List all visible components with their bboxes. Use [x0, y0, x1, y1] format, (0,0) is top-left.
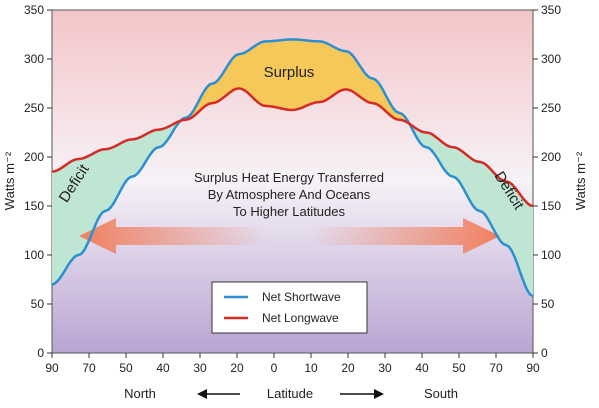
x-axis: 90 70 50 40 30 20 0 10 20 30 40 50 70 90 [45, 353, 540, 375]
deficit-area-right [410, 124, 533, 297]
y-tick-label: 50 [31, 297, 45, 311]
surplus-area [182, 39, 408, 123]
x-tick-label: 30 [193, 361, 207, 375]
y-tick-label: 300 [541, 52, 561, 66]
y-axis-left: 0 50 100 150 200 250 300 350 [24, 3, 52, 360]
y-tick-label: 300 [24, 52, 44, 66]
latitude-caption: North Latitude South [124, 386, 458, 401]
y-tick-label: 50 [541, 297, 555, 311]
x-tick-label: 20 [230, 361, 244, 375]
xlabel-north: North [124, 386, 156, 401]
y-axis-right: 0 50 100 150 200 250 300 350 [533, 3, 561, 360]
x-tick-label: 10 [304, 361, 318, 375]
south-arrow-head [374, 389, 384, 399]
transfer-arrows [79, 218, 500, 254]
x-tick-label: 90 [526, 361, 540, 375]
y-axis-label-right: Watts m⁻² [573, 151, 588, 210]
x-tick-label: 50 [452, 361, 466, 375]
legend: Net Shortwave Net Longwave [211, 281, 368, 334]
y-tick-label: 200 [541, 150, 561, 164]
xlabel-latitude: Latitude [267, 386, 313, 401]
y-tick-label: 350 [541, 3, 561, 17]
x-tick-label: 90 [45, 361, 59, 375]
y-tick-label: 350 [24, 3, 44, 17]
north-arrow-head [197, 389, 207, 399]
xlabel-south: South [424, 386, 458, 401]
x-tick-label: 50 [119, 361, 133, 375]
x-tick-label: 20 [341, 361, 355, 375]
y-tick-label: 200 [24, 150, 44, 164]
y-tick-label: 250 [24, 101, 44, 115]
y-axis-label-left: Watts m⁻² [2, 151, 17, 210]
y-tick-label: 100 [24, 248, 44, 262]
x-tick-label: 70 [82, 361, 96, 375]
arrow-left [79, 218, 268, 254]
x-tick-label: 40 [415, 361, 429, 375]
series-line-net-shortwave [52, 38, 533, 298]
y-tick-label: 100 [541, 248, 561, 262]
x-tick-label: 40 [156, 361, 170, 375]
x-tick-label: 0 [271, 361, 278, 375]
y-tick-label: 150 [541, 199, 561, 213]
series-line-net-longwave [52, 87, 533, 208]
legend-label-net-shortwave: Net Shortwave [262, 290, 341, 304]
deficit-area-left [52, 120, 181, 285]
y-tick-label: 250 [541, 101, 561, 115]
surplus-label: Surplus [264, 64, 315, 81]
y-tick-label: 0 [37, 346, 44, 360]
y-tick-label: 0 [541, 346, 548, 360]
transfer-text-line3: To Higher Latitudes [233, 204, 346, 219]
transfer-text-line1: Surplus Heat Energy Transferred [194, 170, 384, 185]
y-tick-label: 150 [24, 199, 44, 213]
legend-label-net-longwave: Net Longwave [262, 311, 339, 325]
x-tick-label: 70 [489, 361, 503, 375]
x-tick-label: 30 [378, 361, 392, 375]
arrow-right [311, 218, 500, 254]
transfer-text-line2: By Atmosphere And Oceans [208, 187, 371, 202]
legend-box [211, 281, 368, 334]
